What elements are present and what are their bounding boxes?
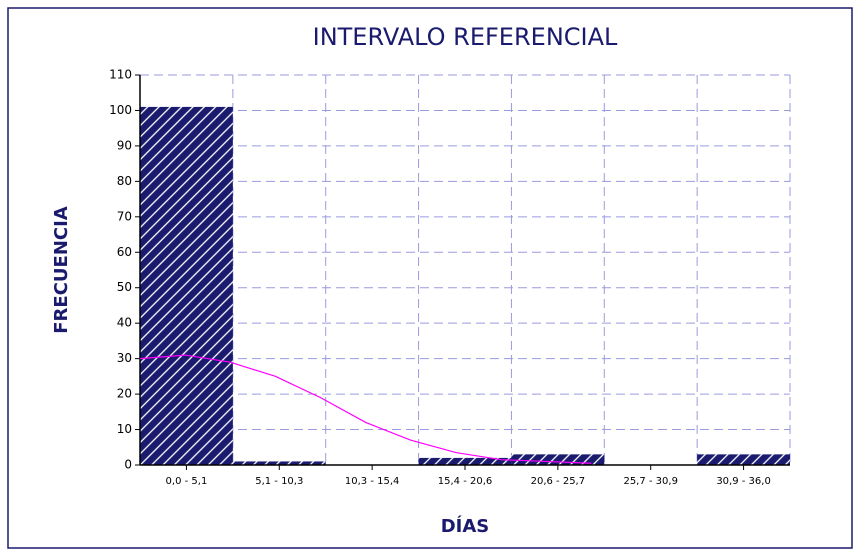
x-tick-label: 5,1 - 10,3 bbox=[255, 476, 303, 487]
y-tick-label: 100 bbox=[109, 103, 132, 117]
x-tick-label: 25,7 - 30,9 bbox=[623, 476, 678, 487]
y-tick-label: 50 bbox=[117, 280, 132, 294]
bar bbox=[140, 106, 233, 465]
y-tick-label: 40 bbox=[117, 316, 132, 330]
x-tick-label: 0,0 - 5,1 bbox=[166, 476, 208, 487]
y-tick-label: 110 bbox=[109, 68, 132, 82]
x-tick-label: 20,6 - 25,7 bbox=[531, 476, 586, 487]
x-axis-label: DÍAS bbox=[441, 515, 490, 537]
y-tick-label: 20 bbox=[117, 387, 132, 401]
normal-curve bbox=[139, 354, 592, 464]
y-tick-label: 90 bbox=[117, 138, 132, 152]
bar bbox=[697, 454, 790, 465]
y-tick-label: 10 bbox=[117, 422, 132, 436]
bar bbox=[511, 454, 605, 465]
y-tick-label: 80 bbox=[117, 174, 132, 188]
x-tick-label: 10,3 - 15,4 bbox=[345, 476, 400, 487]
x-tick-label: 15,4 - 20,6 bbox=[438, 476, 493, 487]
y-tick-label: 30 bbox=[117, 351, 132, 365]
frame bbox=[7, 7, 853, 549]
y-tick-label: 70 bbox=[117, 209, 132, 223]
chart-title: INTERVALO REFERENCIAL bbox=[313, 23, 618, 51]
x-tick-label: 30,9 - 36,0 bbox=[716, 476, 771, 487]
bar bbox=[232, 461, 326, 465]
y-axis-label: FRECUENCIA bbox=[51, 206, 72, 334]
y-tick-label: 0 bbox=[124, 458, 132, 472]
bar bbox=[418, 457, 512, 465]
y-tick-label: 60 bbox=[117, 245, 132, 259]
